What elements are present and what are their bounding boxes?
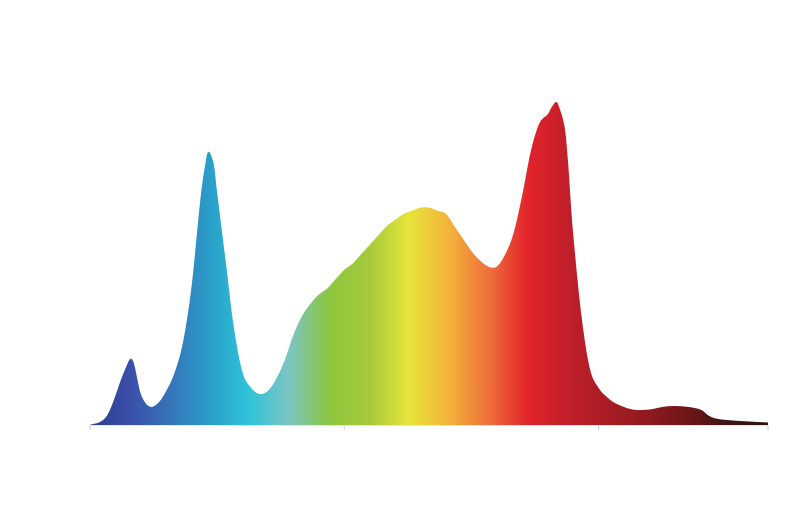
spectrum-area [90, 102, 768, 425]
